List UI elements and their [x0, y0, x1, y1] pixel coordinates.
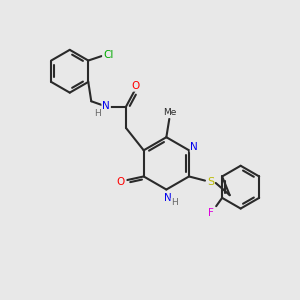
Text: H: H [94, 109, 101, 118]
Text: N: N [190, 142, 198, 152]
Text: O: O [132, 81, 140, 91]
Text: Me: Me [163, 108, 176, 117]
Text: S: S [207, 177, 214, 187]
Text: O: O [117, 176, 125, 187]
Text: N: N [102, 101, 110, 111]
Text: F: F [208, 208, 214, 218]
Text: N: N [164, 193, 172, 203]
Text: Cl: Cl [103, 50, 113, 60]
Text: H: H [171, 198, 178, 207]
